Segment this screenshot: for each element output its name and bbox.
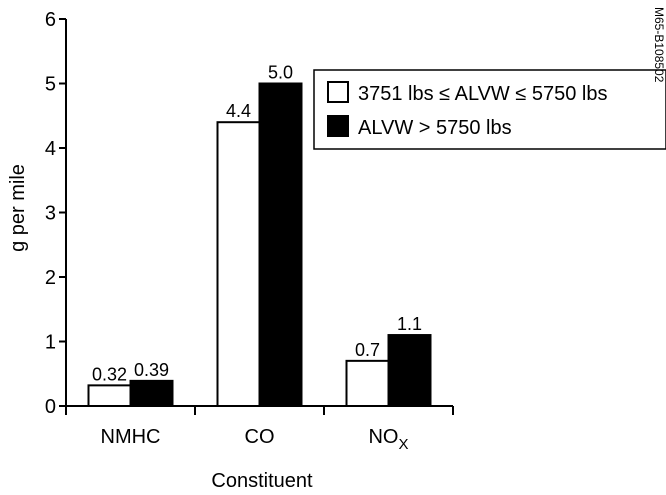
x-axis-title: Constituent <box>211 470 313 492</box>
legend-swatch-series-1 <box>327 81 349 103</box>
y-tick-label-2: 2 <box>45 267 56 289</box>
bar-nmhc-series-1 <box>87 384 132 407</box>
y-tick-label-1: 1 <box>45 332 56 354</box>
y-axis-title: g per mile <box>7 164 29 252</box>
y-tick-label-6: 6 <box>45 9 56 31</box>
bar-co-series-1 <box>216 121 261 407</box>
y-tick-label-4: 4 <box>45 138 56 160</box>
y-tick-label-0: 0 <box>45 396 56 418</box>
legend-swatch-series-2 <box>327 115 349 137</box>
y-tick-label-3: 3 <box>45 203 56 225</box>
data-label-co-series-1: 4.4 <box>226 101 251 121</box>
data-label-nmhc-series-2: 0.39 <box>134 360 169 380</box>
legend-box <box>313 69 666 150</box>
x-category-label-nmhc: NMHC <box>101 426 161 448</box>
data-label-nox-series-2: 1.1 <box>397 314 422 334</box>
bar-nmhc-series-2 <box>129 379 174 408</box>
data-label-nox-series-1: 0.7 <box>355 340 380 360</box>
labels: 0.32 0.39 NMHC 4.4 5.0 CO 0.7 1.1 NOX <box>92 63 422 454</box>
legend-label-series-1: 3751 lbs ≤ ALVW ≤ 5750 lbs <box>358 83 608 105</box>
bar-co-series-2 <box>258 82 303 407</box>
bar-nox-series-2 <box>387 334 432 407</box>
x-category-label-nox: NOX <box>368 426 408 453</box>
bars <box>87 82 432 408</box>
data-label-co-series-2: 5.0 <box>268 63 293 83</box>
y-tick-label-5: 5 <box>45 74 56 96</box>
bar-nox-series-1 <box>345 359 390 408</box>
watermark-text: M65-B108502 <box>652 7 666 83</box>
x-category-label-co: CO <box>245 426 275 448</box>
data-label-nmhc-series-1: 0.32 <box>92 364 127 384</box>
legend: 3751 lbs ≤ ALVW ≤ 5750 lbs ALVW > 5750 l… <box>313 69 666 150</box>
legend-label-series-2: ALVW > 5750 lbs <box>358 117 512 139</box>
